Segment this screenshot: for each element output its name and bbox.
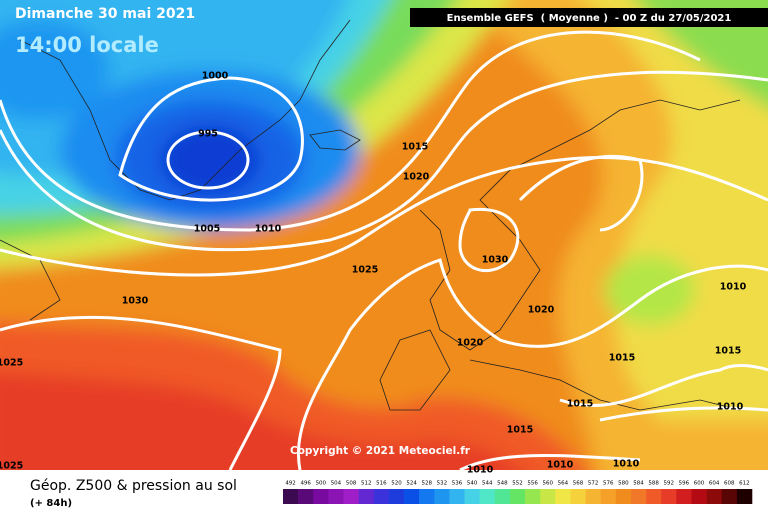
- isobar-label: 1025: [0, 461, 23, 472]
- colorbar-cell: [676, 489, 692, 504]
- colorbar-cell: [615, 489, 632, 504]
- colorbar-cell: [449, 489, 465, 504]
- colorbar-cell: [404, 489, 420, 504]
- coastlines: [0, 19, 741, 411]
- local-time: 14:00 locale: [15, 33, 159, 57]
- colorbar-cell: [721, 489, 738, 504]
- colorbar-label: 548: [497, 481, 508, 487]
- isobar-label: 1015: [507, 425, 533, 436]
- colorbar-cell: [343, 489, 359, 504]
- colorbar-label: 564: [558, 481, 569, 487]
- isobar-label: 1015: [609, 353, 635, 364]
- colorbar-label: 560: [543, 481, 554, 487]
- colorbar-label: 540: [467, 481, 478, 487]
- colorbar-label: 504: [331, 481, 342, 487]
- colorbar-cell: [600, 489, 617, 504]
- isobar-label: 1010: [613, 459, 640, 470]
- colorbar-label: 568: [573, 481, 584, 487]
- colorbar-label: 600: [694, 481, 705, 487]
- isobar-label: 1010: [547, 460, 574, 471]
- colorbar-label: 596: [679, 481, 690, 487]
- colorbar-cell: [661, 489, 677, 504]
- colorbar-label: 584: [633, 481, 644, 487]
- colorbar-label: 572: [588, 481, 599, 487]
- isobar-label: 1000: [202, 71, 229, 82]
- colorbar-label: 528: [421, 481, 432, 487]
- colorbar-cell: [328, 489, 344, 504]
- colorbar-label: 532: [437, 481, 448, 487]
- colorbar-label: 580: [618, 481, 629, 487]
- isobar-label: 1010: [467, 465, 494, 476]
- colorbar-cell: [736, 489, 753, 504]
- isobars: [0, 30, 768, 470]
- colorbar-cell: [464, 489, 480, 504]
- colorbar-label: 492: [285, 481, 296, 487]
- colorbar-cell: [373, 489, 390, 504]
- colorbar-label: 496: [300, 481, 311, 487]
- colorbar-label: 608: [724, 481, 735, 487]
- colorbar-label: 556: [527, 481, 538, 487]
- colorbar-label: 588: [648, 481, 659, 487]
- colorbar: 492 496 500 504 508 512 516 520 524 528 532 536 540 5…: [283, 481, 753, 504]
- colorbar-label: 612: [739, 481, 750, 487]
- colorbar-cell: [434, 489, 450, 504]
- map: [0, 0, 768, 470]
- colorbar-label: 536: [452, 481, 463, 487]
- colorbar-cell: [509, 489, 526, 504]
- colorbar-cell: [313, 489, 329, 504]
- isobar-label: 995: [198, 129, 218, 140]
- colorbar-label: 512: [361, 481, 372, 487]
- colorbar-cell: [283, 489, 299, 504]
- colorbar-label: 592: [664, 481, 675, 487]
- model-banner: [410, 8, 768, 27]
- colorbar-label: 576: [603, 481, 614, 487]
- colorbar-cell: [494, 489, 511, 504]
- colorbar-label: 524: [406, 481, 417, 487]
- colorbar-label: 544: [482, 481, 493, 487]
- colorbar-cell: [358, 489, 375, 504]
- isobar-label: 1015: [567, 399, 593, 410]
- isobar-label: 1025: [352, 265, 378, 276]
- model-info: Ensemble GEFS ( Moyenne ) - 00 Z du 27/0…: [447, 13, 732, 24]
- isobar-label: 1020: [528, 305, 555, 316]
- colorbar-label: 508: [346, 481, 357, 487]
- colorbar-label: 500: [316, 481, 327, 487]
- geopotential-field: [0, 0, 768, 470]
- colorbar-cell: [419, 489, 435, 504]
- isobar-label: 1010: [255, 224, 282, 235]
- colorbar-cell: [706, 489, 723, 504]
- colorbar-cell: [570, 489, 586, 504]
- isobar-label: 1025: [0, 358, 23, 369]
- isobar-label: 1030: [122, 296, 149, 307]
- copyright: Copyright © 2021 Meteociel.fr: [290, 445, 471, 457]
- isobar-label: 1010: [720, 282, 747, 293]
- colorbar-cell: [479, 489, 496, 504]
- colorbar-cell: [555, 489, 571, 504]
- colorbar-label: 552: [512, 481, 523, 487]
- colorbar-label: 520: [391, 481, 402, 487]
- colorbar-label: 516: [376, 481, 387, 487]
- isobar-label: 1030: [482, 255, 509, 266]
- isobar-label: 1015: [715, 346, 741, 357]
- isobar-label: 1020: [403, 172, 430, 183]
- isobar-label: 1010: [717, 402, 744, 413]
- colorbar-cell: [540, 489, 556, 504]
- colorbar-cell: [298, 489, 314, 504]
- colorbar-cell: [691, 489, 707, 504]
- date: Dimanche 30 mai 2021: [15, 6, 195, 22]
- colorbar-cell: [585, 489, 602, 504]
- forecast-lead: (+ 84h): [30, 498, 72, 509]
- colorbar-cell: [388, 489, 405, 504]
- footer-title: Géop. Z500 & pression au sol: [30, 478, 237, 494]
- isobar-label: 1020: [457, 338, 484, 349]
- colorbar-label: 604: [709, 481, 720, 487]
- colorbar-cell: [525, 489, 541, 504]
- isobar-labels: 1000 995 1015 1020 1005 1010 1025 1030 1030 1020 1…: [0, 71, 747, 476]
- colorbar-cell: [630, 489, 647, 504]
- isobar-label: 1005: [194, 224, 220, 235]
- isobar-label: 1015: [402, 142, 428, 153]
- colorbar-cell: [646, 489, 662, 504]
